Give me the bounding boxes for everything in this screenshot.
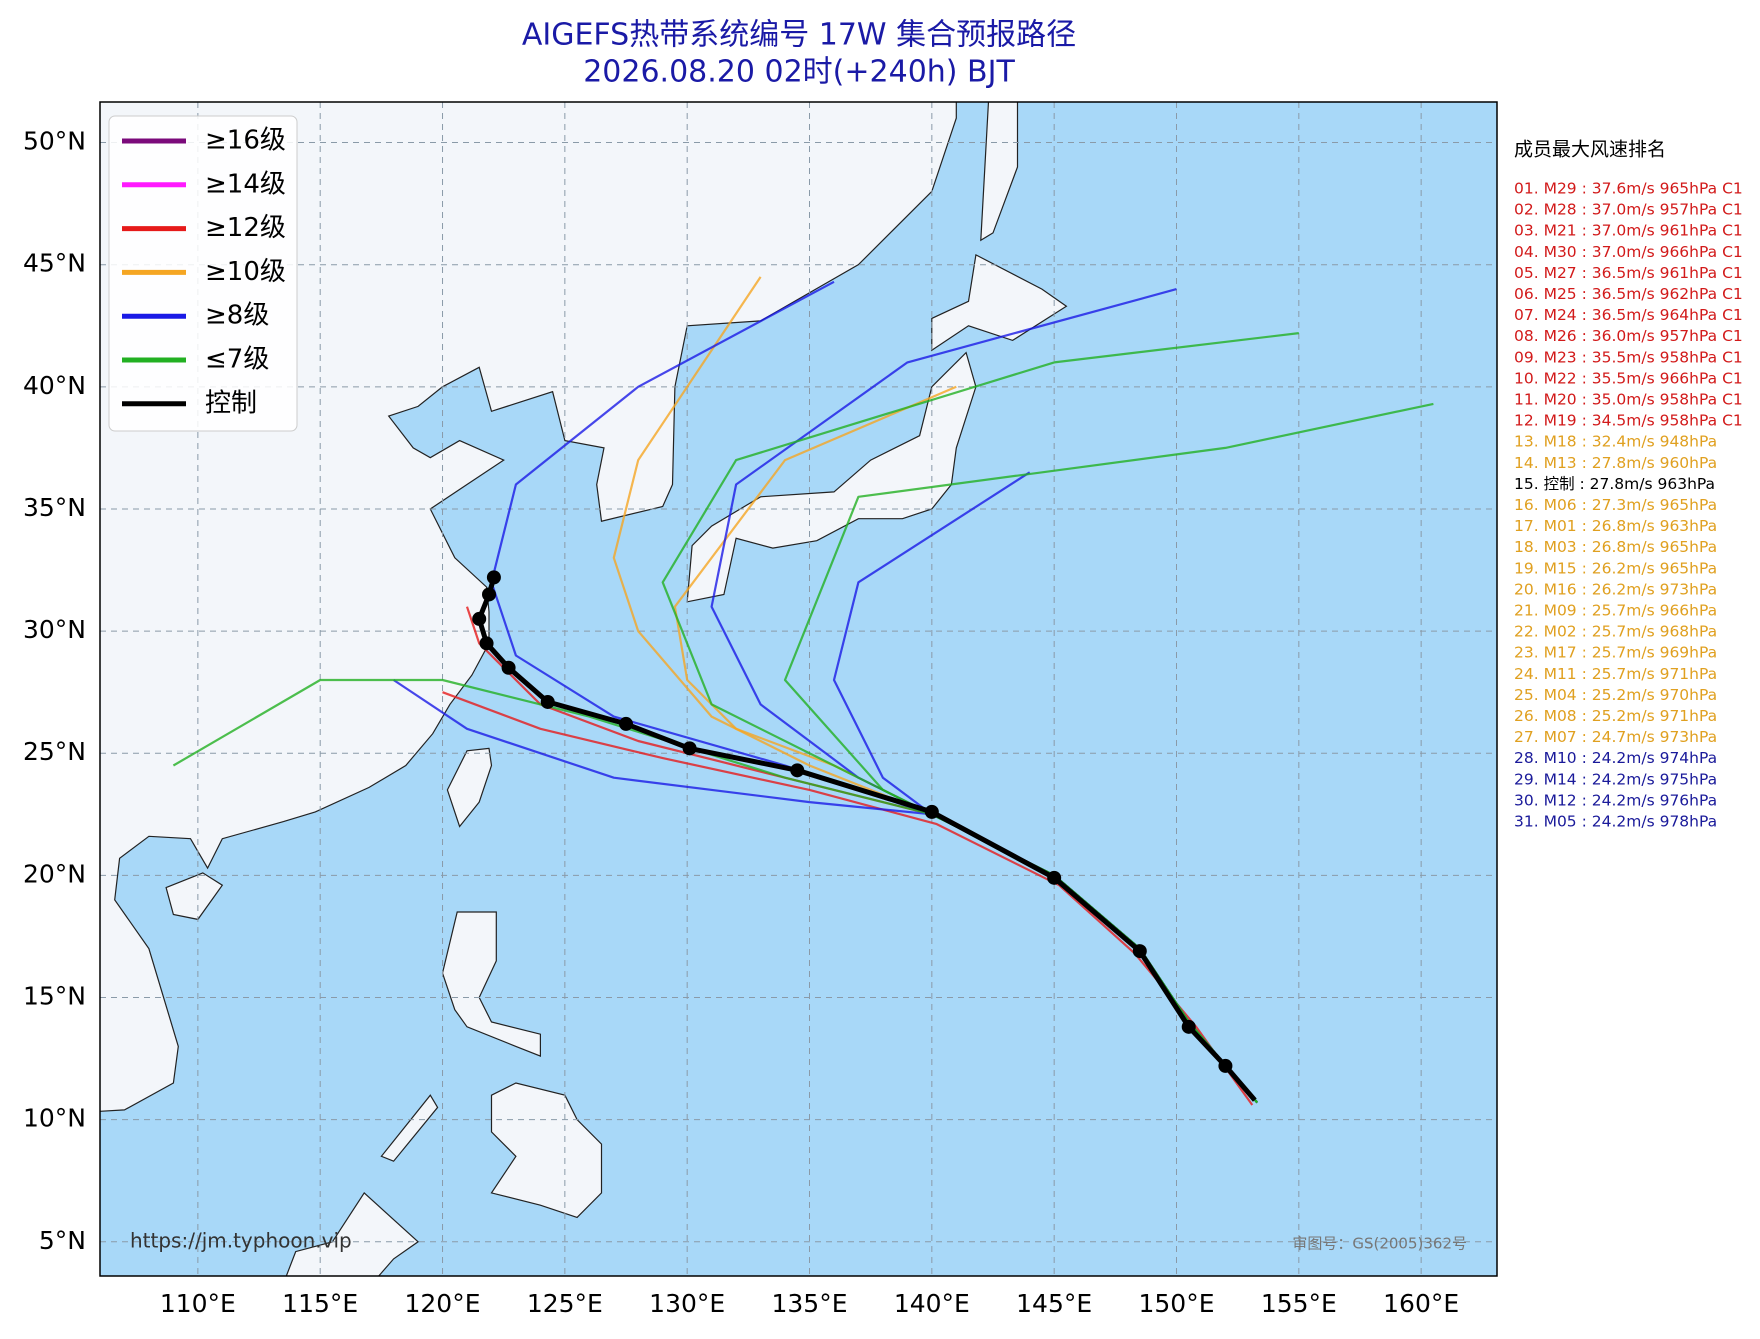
control-point	[486, 570, 501, 585]
control-point	[924, 804, 939, 819]
ranking-entry: 17. M01 : 26.8m/s 963hPa	[1514, 517, 1717, 535]
ranking-entry: 24. M11 : 25.7m/s 971hPa	[1514, 665, 1717, 683]
landmass	[380, 1094, 439, 1162]
ranking-entry: 25. M04 : 25.2m/s 970hPa	[1514, 686, 1717, 704]
control-point	[790, 763, 805, 778]
legend-label: ≥12级	[205, 213, 286, 243]
control-point	[540, 694, 555, 709]
landmass	[285, 1191, 420, 1276]
landmass	[686, 351, 977, 603]
ranking-entry: 08. M26 : 36.0m/s 957hPa C1	[1514, 327, 1743, 345]
landmass	[446, 747, 493, 828]
ranking-entry: 02. M28 : 37.0m/s 957hPa C1	[1514, 201, 1743, 219]
ranking-entry: 07. M24 : 36.5m/s 964hPa C1	[1514, 306, 1743, 324]
ranking-entry: 30. M12 : 24.2m/s 976hPa	[1514, 791, 1717, 809]
y-tick-label: 5°N	[39, 1226, 86, 1255]
ranking-entry: 29. M14 : 24.2m/s 975hPa	[1514, 770, 1717, 788]
ranking-entry: 10. M22 : 35.5m/s 966hPa C1	[1514, 369, 1743, 387]
subtitle-line: 2026.08.20 02时(+240h) BJT	[583, 55, 1015, 90]
x-tick-label: 125°E	[527, 1289, 603, 1318]
landmass	[490, 1082, 603, 1219]
ranking-entry: 04. M30 : 37.0m/s 966hPa C1	[1514, 243, 1743, 261]
map-frame	[99, 101, 1498, 1277]
ranking-entry: 26. M08 : 25.2m/s 971hPa	[1514, 707, 1717, 725]
control-point	[482, 587, 497, 602]
ranking-entry: 12. M19 : 34.5m/s 958hPa C1	[1514, 412, 1743, 430]
ranking-entry: 13. M18 : 32.4m/s 948hPa	[1514, 433, 1717, 451]
x-tick-label: 135°E	[772, 1289, 848, 1318]
landmass	[100, 102, 957, 1112]
control-point	[472, 611, 487, 626]
source-url: https://jm.typhoon.vip	[130, 1229, 352, 1253]
control-point	[1181, 1019, 1196, 1034]
legend-label: ≥8级	[205, 301, 269, 331]
track-layer	[172, 276, 1434, 1106]
x-tick-label: 120°E	[405, 1289, 481, 1318]
approval-number: 审图号：GS(2005)362号	[1292, 1235, 1467, 1253]
x-tick-label: 145°E	[1016, 1289, 1092, 1318]
x-tick-label: 115°E	[282, 1289, 358, 1318]
y-tick-label: 45°N	[23, 249, 86, 278]
ranking-entry: 27. M07 : 24.7m/s 973hPa	[1514, 728, 1717, 746]
x-tick-label: 130°E	[649, 1289, 725, 1318]
landmass	[441, 911, 541, 1057]
landmass	[165, 872, 224, 921]
x-tick-label: 150°E	[1138, 1289, 1214, 1318]
x-tick-label: 160°E	[1383, 1289, 1459, 1318]
title-line: AIGEFS热带系统编号 17W 集合预报路径	[522, 18, 1076, 53]
ranking-title: 成员最大风速排名	[1514, 139, 1666, 161]
landmass	[931, 253, 1068, 352]
ranking-entry: 19. M15 : 26.2m/s 965hPa	[1514, 559, 1717, 577]
legend-label: ≥16级	[205, 126, 286, 156]
land-layer	[100, 102, 1068, 1276]
axis-layer: 110°E 115°E 120°E 125°E 130°E 135°E 140°E 145°E…	[23, 127, 1459, 1318]
ranking-entry: 21. M09 : 25.7m/s 966hPa	[1514, 602, 1717, 620]
ranking-list: 01. M29 : 37.6m/s 965hPa C1 02. M28 : 37.…	[1514, 180, 1743, 831]
ranking-entry: 16. M06 : 27.3m/s 965hPa	[1514, 496, 1717, 514]
control-point	[619, 716, 634, 731]
x-tick-label: 110°E	[160, 1289, 236, 1318]
legend-label: 控制	[205, 388, 257, 418]
control-point	[479, 636, 494, 651]
y-tick-label: 40°N	[23, 371, 86, 400]
legend-label: ≥10级	[205, 257, 286, 287]
grid-layer	[100, 102, 1497, 1276]
control-point	[501, 660, 516, 675]
legend-label: ≥14级	[205, 169, 286, 199]
y-tick-label: 15°N	[23, 982, 86, 1011]
ranking-entry: 20. M16 : 26.2m/s 973hPa	[1514, 580, 1717, 598]
ranking-entry: 15. 控制 : 27.8m/s 963hPa	[1514, 475, 1715, 493]
y-tick-label: 10°N	[23, 1104, 86, 1133]
control-point	[1218, 1058, 1233, 1073]
ranking-entry: 01. M29 : 37.6m/s 965hPa C1	[1514, 180, 1743, 198]
ranking-entry: 22. M02 : 25.7m/s 968hPa	[1514, 623, 1717, 641]
ranking-entry: 06. M25 : 36.5m/s 962hPa C1	[1514, 285, 1743, 303]
ranking-entry: 03. M21 : 37.0m/s 961hPa C1	[1514, 222, 1743, 240]
x-tick-label: 155°E	[1261, 1289, 1337, 1318]
y-tick-label: 30°N	[23, 615, 86, 644]
legend-label: ≤7级	[205, 345, 269, 375]
y-tick-label: 35°N	[23, 493, 86, 522]
ranking-entry: 31. M05 : 24.2m/s 978hPa	[1514, 813, 1717, 831]
y-tick-label: 50°N	[23, 127, 86, 156]
ranking-entry: 14. M13 : 27.8m/s 960hPa	[1514, 454, 1717, 472]
control-point	[1047, 870, 1062, 885]
ranking-entry: 09. M23 : 35.5m/s 958hPa C1	[1514, 348, 1743, 366]
ranking-entry: 18. M03 : 26.8m/s 965hPa	[1514, 538, 1717, 556]
legend-box	[108, 115, 298, 432]
y-tick-label: 20°N	[23, 859, 86, 888]
ranking-entry: 05. M27 : 36.5m/s 961hPa C1	[1514, 264, 1743, 282]
ranking-entry: 23. M17 : 25.7m/s 969hPa	[1514, 644, 1717, 662]
y-tick-label: 25°N	[23, 737, 86, 766]
ranking-entry: 28. M10 : 24.2m/s 974hPa	[1514, 749, 1717, 767]
landmass	[980, 102, 1019, 242]
control-point	[682, 741, 697, 756]
control-point	[1132, 944, 1147, 959]
ranking-entry: 11. M20 : 35.0m/s 958hPa C1	[1514, 391, 1743, 409]
x-tick-label: 140°E	[894, 1289, 970, 1318]
